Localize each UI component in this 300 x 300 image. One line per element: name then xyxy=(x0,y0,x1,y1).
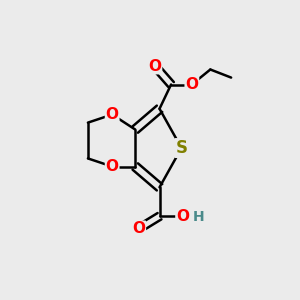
Text: O: O xyxy=(185,77,198,92)
Text: H: H xyxy=(192,210,204,224)
Text: O: O xyxy=(176,209,189,224)
Text: S: S xyxy=(176,139,188,157)
Text: O: O xyxy=(148,58,161,74)
Text: O: O xyxy=(132,221,145,236)
Text: O: O xyxy=(106,159,119,174)
Text: O: O xyxy=(106,107,119,122)
